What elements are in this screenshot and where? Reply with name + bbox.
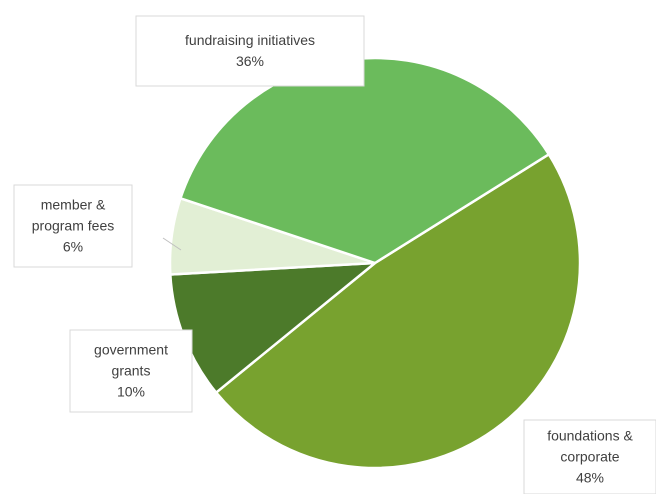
callout-box bbox=[523, 419, 656, 494]
data-label-category: corporate bbox=[560, 449, 619, 465]
leader-lines bbox=[162, 237, 182, 251]
callout-member-program-fees: member & program fees 6% bbox=[13, 184, 133, 268]
leader-line bbox=[162, 237, 182, 251]
callout-fundraising-initiatives: fundraising initiatives 36% bbox=[135, 15, 365, 87]
data-label-category: program fees bbox=[32, 218, 114, 234]
data-label-category: government bbox=[94, 342, 168, 358]
data-label-category: member & bbox=[41, 197, 106, 213]
data-label-category: fundraising initiatives bbox=[185, 32, 315, 48]
callout-box bbox=[13, 184, 133, 268]
pie-slices bbox=[168, 56, 582, 470]
data-label-callouts: foundations & corporate 48% government grant… bbox=[13, 15, 656, 494]
data-label-category: grants bbox=[112, 363, 151, 379]
callout-box bbox=[69, 329, 193, 413]
data-label-category: foundations & bbox=[547, 428, 633, 444]
pie-slice-foundations-corporate bbox=[214, 153, 582, 470]
data-label-percent: 48% bbox=[576, 470, 604, 486]
data-label-percent: 6% bbox=[63, 239, 83, 255]
data-label-percent: 36% bbox=[236, 53, 264, 69]
data-label-percent: 10% bbox=[117, 384, 145, 400]
callout-foundations-corporate: foundations & corporate 48% bbox=[523, 419, 656, 494]
callout-government-grants: government grants 10% bbox=[69, 329, 193, 413]
callout-box bbox=[135, 15, 365, 87]
